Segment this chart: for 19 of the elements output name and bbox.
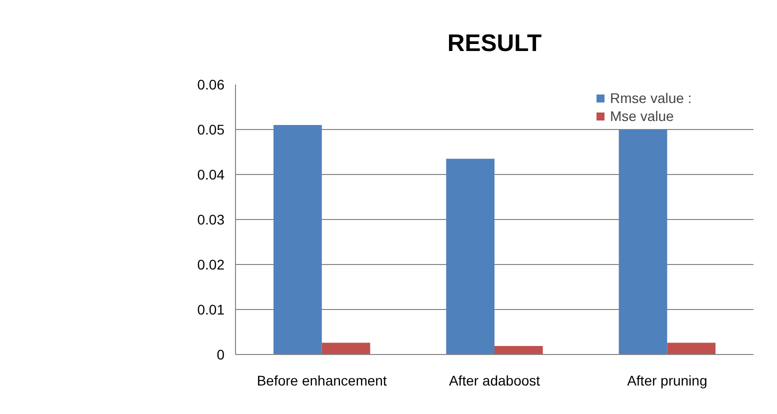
bar (494, 346, 543, 354)
legend-label: Rmse value : (610, 90, 692, 106)
bar (618, 130, 668, 354)
y-tick-label: 0.06 (197, 76, 225, 92)
bar (667, 342, 716, 354)
chart-title: RESULT (447, 30, 542, 57)
x-tick-label: After adaboost (448, 372, 540, 388)
x-tick-label: After pruning (627, 372, 708, 388)
y-tick-label: 0.03 (197, 212, 225, 228)
legend-label: Mse value (610, 108, 674, 124)
y-tick-label: 0.01 (197, 302, 225, 318)
y-tick-label: 0.04 (197, 166, 225, 182)
x-tick-label: Before enhancement (256, 372, 387, 388)
y-tick-label: 0 (216, 346, 225, 362)
bar (273, 125, 322, 354)
y-tick-label: 0.05 (197, 122, 225, 138)
bar (322, 342, 370, 354)
bar (446, 158, 494, 354)
y-tick-label: 0.02 (197, 256, 225, 272)
